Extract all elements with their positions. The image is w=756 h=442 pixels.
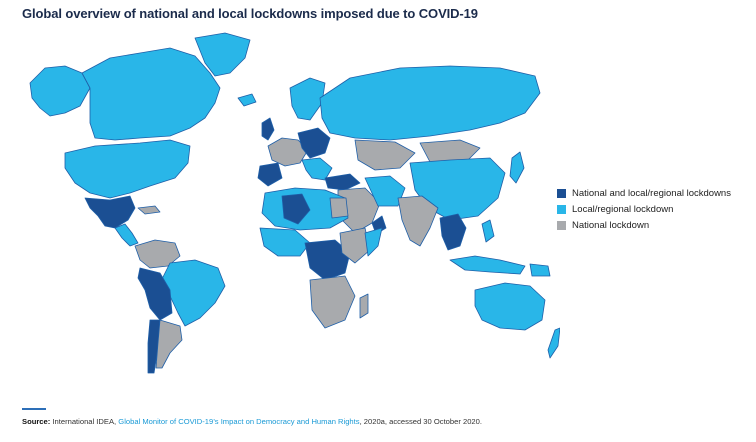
region-italy-balkans (301, 157, 333, 181)
region-cuba (137, 205, 161, 215)
region-iceland (237, 93, 257, 107)
region-west-africa (259, 227, 311, 257)
source-org: International IDEA, (52, 417, 117, 426)
region-western-europe (267, 137, 309, 167)
region-australia (474, 282, 546, 331)
legend-swatch (557, 204, 566, 214)
region-india (397, 195, 439, 247)
region-central-europe (297, 127, 331, 159)
region-new-zealand (547, 327, 560, 359)
legend-item-local: Local/regional lockdown (557, 201, 731, 217)
region-philippines (481, 219, 495, 243)
region-central-africa (304, 239, 351, 281)
source-tail: , 2020a, accessed 30 October 2020. (359, 417, 482, 426)
map-title: Global overview of national and local lo… (22, 6, 478, 21)
legend-label: National lockdown (572, 219, 650, 231)
region-madagascar (359, 293, 369, 319)
region-russia (319, 65, 541, 141)
source-link[interactable]: Global Monitor of COVID-19’s Impact on D… (118, 417, 360, 426)
source-note: Source: International IDEA, Global Monit… (22, 417, 482, 426)
region-papua (529, 263, 551, 277)
region-mexico (84, 195, 136, 229)
region-japan (509, 151, 525, 184)
region-turkey (324, 173, 361, 191)
region-indonesia (449, 255, 526, 275)
region-argentina (155, 319, 183, 369)
region-algeria (281, 193, 311, 225)
legend-label: Local/regional lockdown (572, 203, 674, 215)
world-map (29, 32, 560, 374)
region-colombia-venezuela (134, 239, 181, 269)
region-horn-africa (364, 227, 383, 257)
region-east-africa (339, 227, 371, 264)
region-central-america (114, 223, 139, 247)
legend-swatch (557, 220, 566, 230)
region-uk (261, 117, 275, 141)
source-rule (22, 408, 46, 410)
region-usa (64, 139, 191, 199)
region-scandinavia (289, 77, 326, 121)
region-egypt (329, 197, 349, 219)
map-legend: National and local/regional lockdowns Lo… (557, 185, 731, 233)
region-southern-africa (309, 275, 356, 329)
legend-label: National and local/regional lockdowns (572, 187, 731, 199)
region-iran (364, 175, 406, 207)
source-label: Source: (22, 417, 51, 426)
legend-swatch (557, 188, 566, 198)
region-greenland (194, 32, 251, 77)
region-canada (81, 47, 221, 141)
region-kazakhstan (354, 139, 416, 171)
legend-item-both: National and local/regional lockdowns (557, 185, 731, 201)
legend-item-national: National lockdown (557, 217, 731, 233)
region-iberia (257, 162, 283, 187)
region-southeast-asia (439, 213, 467, 251)
region-mongolia (419, 139, 481, 163)
region-alaska (29, 65, 91, 117)
